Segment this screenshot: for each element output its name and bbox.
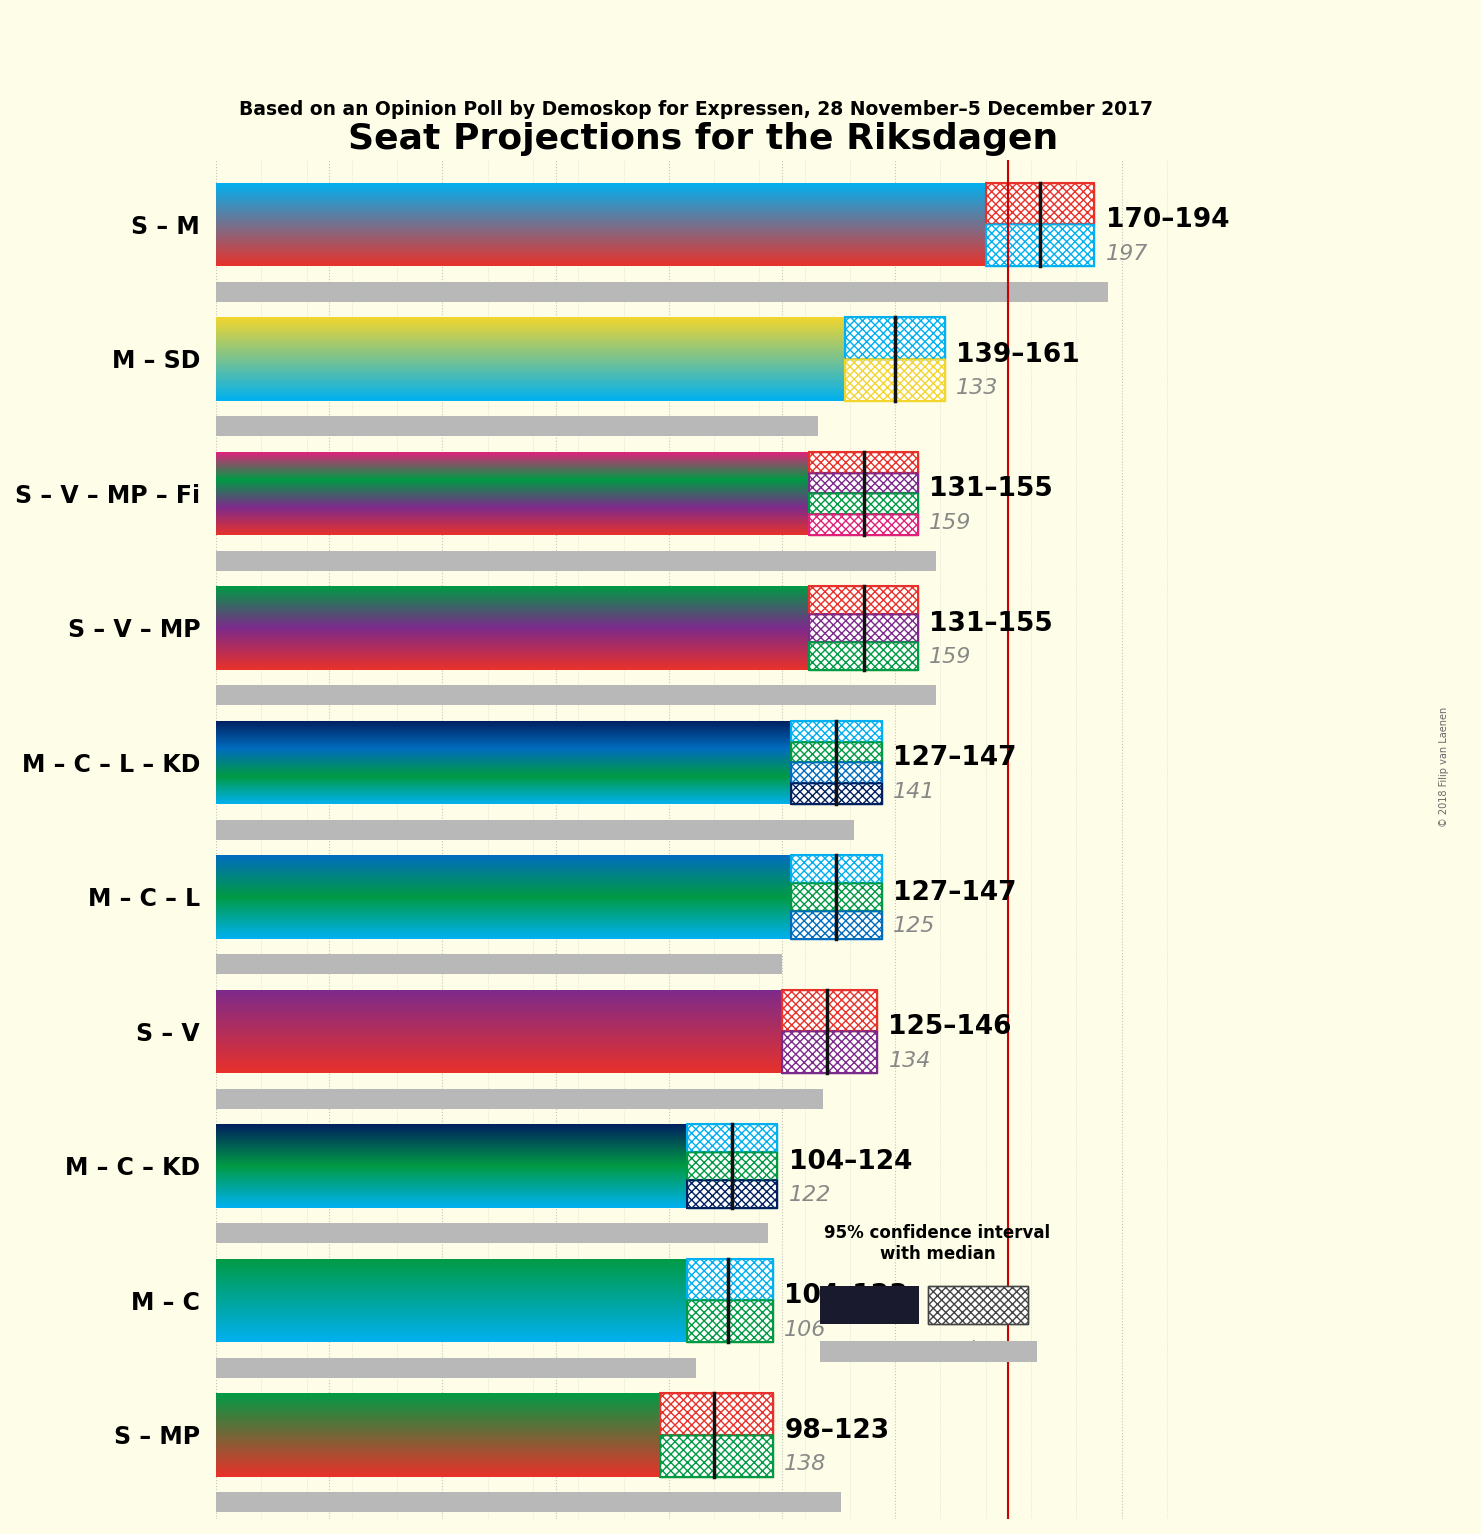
Text: Based on an Opinion Poll by Demoskop for Expressen, 28 November–5 December 2017: Based on an Opinion Poll by Demoskop for… bbox=[238, 100, 1154, 118]
Bar bbox=[216, 819, 855, 839]
Text: 104–123: 104–123 bbox=[785, 1284, 908, 1309]
Bar bbox=[791, 856, 881, 884]
Bar bbox=[782, 1031, 877, 1074]
Bar bbox=[791, 721, 881, 741]
Bar bbox=[216, 1358, 696, 1378]
Bar bbox=[791, 762, 881, 784]
Text: 125: 125 bbox=[893, 916, 936, 936]
Bar bbox=[216, 1493, 841, 1513]
Text: 134: 134 bbox=[889, 1051, 930, 1071]
Bar bbox=[819, 1287, 920, 1324]
Bar bbox=[791, 884, 881, 911]
Bar bbox=[659, 1393, 773, 1434]
Bar bbox=[791, 856, 881, 884]
Bar bbox=[791, 911, 881, 939]
Bar bbox=[687, 1152, 778, 1180]
Text: 170–194: 170–194 bbox=[1106, 207, 1229, 233]
Bar bbox=[809, 514, 918, 535]
Text: 125–146: 125–146 bbox=[889, 1014, 1012, 1040]
Bar bbox=[809, 451, 918, 472]
Bar bbox=[791, 911, 881, 939]
Bar bbox=[687, 1180, 778, 1207]
Bar bbox=[687, 1301, 773, 1342]
Bar bbox=[846, 359, 945, 400]
Bar bbox=[846, 318, 945, 359]
Text: 131–155: 131–155 bbox=[929, 611, 1053, 637]
Title: Seat Projections for the Riksdagen: Seat Projections for the Riksdagen bbox=[348, 123, 1057, 156]
Bar bbox=[809, 614, 918, 641]
Bar bbox=[687, 1301, 773, 1342]
Text: 127–147: 127–147 bbox=[893, 879, 1016, 905]
Bar bbox=[986, 183, 1094, 224]
Text: 106: 106 bbox=[785, 1319, 826, 1339]
Bar bbox=[929, 1287, 1028, 1324]
Bar bbox=[791, 741, 881, 762]
Text: 159: 159 bbox=[929, 647, 972, 667]
Bar bbox=[687, 1152, 778, 1180]
Text: © 2018 Filip van Laenen: © 2018 Filip van Laenen bbox=[1440, 707, 1448, 827]
Text: 98–123: 98–123 bbox=[785, 1417, 890, 1443]
Bar bbox=[216, 1089, 823, 1109]
Bar bbox=[687, 1259, 773, 1301]
Bar bbox=[809, 494, 918, 514]
Bar bbox=[809, 641, 918, 670]
Bar bbox=[809, 494, 918, 514]
Bar bbox=[819, 1341, 1037, 1362]
Bar bbox=[782, 989, 877, 1031]
Text: 197: 197 bbox=[1106, 244, 1148, 264]
Bar bbox=[929, 1287, 1028, 1324]
Bar bbox=[659, 1434, 773, 1477]
Text: 104–124: 104–124 bbox=[789, 1149, 912, 1175]
Text: Last result: Last result bbox=[893, 1341, 980, 1358]
Bar bbox=[791, 884, 881, 911]
Text: 141: 141 bbox=[893, 782, 936, 802]
Bar bbox=[216, 551, 936, 571]
Bar bbox=[986, 224, 1094, 265]
Bar bbox=[216, 282, 1108, 302]
Bar bbox=[791, 721, 881, 741]
Text: 95% confidence interval
with median: 95% confidence interval with median bbox=[825, 1224, 1050, 1262]
Bar bbox=[809, 586, 918, 614]
Bar bbox=[809, 451, 918, 472]
Bar bbox=[791, 784, 881, 804]
Bar bbox=[809, 472, 918, 494]
Bar bbox=[809, 514, 918, 535]
Bar bbox=[782, 1031, 877, 1074]
Bar bbox=[687, 1124, 778, 1152]
Bar bbox=[809, 586, 918, 614]
Bar bbox=[687, 1180, 778, 1207]
Bar bbox=[687, 1259, 773, 1301]
Bar bbox=[216, 954, 782, 974]
Bar bbox=[791, 762, 881, 784]
Bar bbox=[659, 1434, 773, 1477]
Bar bbox=[687, 1124, 778, 1152]
Bar bbox=[216, 686, 936, 706]
Bar bbox=[809, 472, 918, 494]
Bar bbox=[986, 224, 1094, 265]
Text: 139–161: 139–161 bbox=[957, 342, 1080, 368]
Bar bbox=[791, 741, 881, 762]
Text: 127–147: 127–147 bbox=[893, 746, 1016, 772]
Bar bbox=[216, 416, 818, 436]
Text: 122: 122 bbox=[789, 1186, 831, 1206]
Text: 133: 133 bbox=[957, 377, 998, 399]
Text: 131–155: 131–155 bbox=[929, 476, 1053, 502]
Bar bbox=[846, 318, 945, 359]
Bar bbox=[846, 359, 945, 400]
Bar bbox=[659, 1393, 773, 1434]
Bar bbox=[986, 183, 1094, 224]
Text: 159: 159 bbox=[929, 512, 972, 532]
Bar bbox=[809, 641, 918, 670]
Text: 138: 138 bbox=[785, 1454, 826, 1474]
Bar bbox=[809, 614, 918, 641]
Bar bbox=[782, 989, 877, 1031]
Bar bbox=[791, 784, 881, 804]
Bar bbox=[216, 1223, 769, 1243]
